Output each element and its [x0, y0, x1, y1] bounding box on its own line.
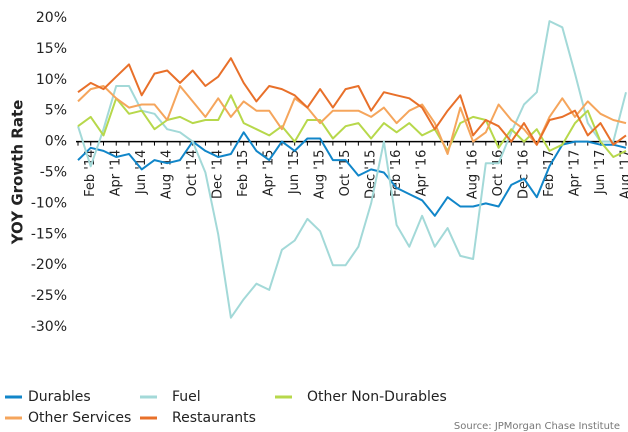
y-tick-label: -30% — [31, 319, 67, 335]
x-tick-label: Apr '15 — [262, 150, 277, 197]
y-tick-label: -5% — [40, 165, 67, 181]
y-tick-label: 15% — [36, 41, 67, 57]
legend-label: Restaurants — [172, 410, 256, 426]
legend-label: Other Non-Durables — [307, 389, 447, 405]
y-tick-label: 20% — [36, 10, 67, 26]
legend-label: Fuel — [172, 389, 201, 405]
x-tick-label: Dec '16 — [517, 150, 532, 199]
x-tick-label: Aug '15 — [313, 150, 328, 200]
source-note: Source: JPMorgan Chase Institute — [454, 421, 620, 432]
y-axis-title: YOY Growth Rate — [9, 100, 27, 246]
x-tick-label: Jun '17 — [593, 150, 608, 196]
y-tick-label: -15% — [31, 226, 67, 242]
series-line — [77, 131, 627, 217]
series-line — [77, 94, 627, 158]
x-tick-label: Feb '16 — [389, 150, 404, 197]
y-tick-label: -20% — [31, 257, 67, 273]
x-tick-label: Feb '14 — [83, 150, 98, 197]
x-tick-label: Apr '16 — [415, 150, 430, 197]
x-tick-label: Oct '14 — [185, 150, 200, 197]
y-tick-label: -10% — [31, 195, 67, 211]
x-tick-label: Oct '16 — [491, 150, 506, 197]
x-tick-label: Dec '14 — [211, 150, 226, 199]
x-tick-label: Jun '14 — [134, 150, 149, 196]
y-tick-label: 10% — [36, 72, 67, 88]
x-tick-label: Aug '17 — [619, 150, 628, 200]
legend-label: Durables — [28, 389, 91, 405]
series-line — [77, 20, 627, 319]
y-tick-label: -25% — [31, 288, 67, 304]
x-tick-label: Apr '17 — [568, 150, 583, 197]
x-tick-label: Aug '16 — [466, 150, 481, 200]
x-tick-label: Oct '15 — [338, 150, 353, 197]
x-tick-label: Feb '15 — [236, 150, 251, 197]
x-tick-label: Aug '14 — [160, 150, 175, 200]
x-tick-label: Apr '14 — [109, 150, 124, 197]
series-line — [77, 57, 627, 146]
legend-label: Other Services — [28, 410, 131, 426]
y-tick-label: 5% — [45, 103, 67, 119]
y-tick-label: 0% — [45, 134, 67, 150]
x-tick-label: Jun '15 — [287, 150, 302, 196]
